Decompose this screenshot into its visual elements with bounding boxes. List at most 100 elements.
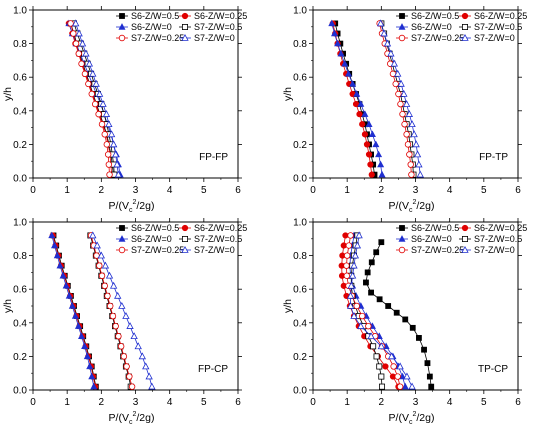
legend-marker <box>118 34 126 42</box>
legend-label: S7-Z/W=0.5 <box>194 22 242 32</box>
data-point <box>56 261 64 269</box>
y-tick-label: 0.6 <box>13 73 27 84</box>
data-point <box>74 322 82 329</box>
series-s7-z-w-0 <box>346 231 416 390</box>
data-point <box>130 332 138 340</box>
series-line <box>53 235 97 387</box>
data-point <box>72 40 80 47</box>
data-point <box>109 312 117 320</box>
data-point <box>402 100 411 107</box>
data-point <box>402 316 409 323</box>
data-point <box>122 312 130 319</box>
legend-item: S7-Z/W=0 <box>179 245 235 255</box>
series-s7-z-w-0-25 <box>87 232 136 390</box>
data-point <box>421 346 427 353</box>
data-point <box>406 151 413 158</box>
legend-item: S7-Z/W=0.25- <box>396 245 467 255</box>
x-tick-label: 4 <box>447 397 453 408</box>
data-point <box>347 281 355 289</box>
data-point <box>89 69 97 77</box>
legend-marker <box>461 12 469 20</box>
legend-marker <box>119 225 125 231</box>
y-tick-label: 0.2 <box>13 140 27 151</box>
data-point <box>376 363 383 370</box>
data-point <box>51 241 59 249</box>
data-point <box>115 333 122 340</box>
legend-marker <box>461 235 468 242</box>
chart-panel-fp-cp: 0 1 2 3 4 5 6 0.0 0.2 0.4 0.6 0.8 1.0 y/h P/(Vc2/2g) FP… <box>2 218 247 425</box>
legend-label: S6-Z/W=0.5 <box>131 11 179 21</box>
data-point <box>416 170 424 178</box>
x-tick-label: 0 <box>310 397 316 408</box>
legend-marker <box>119 13 125 19</box>
y-tick-label: 0.4 <box>293 106 307 117</box>
data-point <box>67 20 74 27</box>
x-tick-label: 0 <box>30 185 36 196</box>
y-axis-label: y/h <box>282 87 294 101</box>
data-point <box>394 69 402 77</box>
data-point <box>86 362 94 370</box>
data-point <box>397 100 404 108</box>
x-axis-label: P/(Vc2/2g) <box>109 199 155 214</box>
x-tick-label: 2 <box>379 397 385 408</box>
y-tick-label: 1.0 <box>13 6 27 17</box>
data-point <box>373 353 380 360</box>
chart-panel-fp-tp: 0 1 2 3 4 5 6 0.0 0.2 0.4 0.6 0.8 1.0 y/h P/(Vc2/2g) FP… <box>282 6 527 215</box>
data-point <box>377 342 386 350</box>
legend-label: S7-Z/W=0.5 <box>474 22 522 32</box>
data-point <box>95 89 104 97</box>
chart-panel-fp-fp: 0 1 2 3 4 5 6 0.0 0.2 0.4 0.6 0.8 1.0 y/h P/(Vc2/2g) FP… <box>2 6 247 215</box>
legend-label: S7-Z/W=0.5 <box>474 234 522 244</box>
data-point <box>353 302 360 310</box>
data-point <box>98 121 106 128</box>
y-tick-label: 0.4 <box>13 106 27 117</box>
legend-label: S7-Z/W=0 <box>194 33 235 43</box>
legend-label: S7-Z/W=0 <box>474 33 515 43</box>
data-point <box>112 150 120 158</box>
data-point <box>376 19 385 27</box>
y-tick-label: 1.0 <box>293 6 307 17</box>
data-point <box>88 90 95 98</box>
legend-label: S6-Z/W=0 <box>131 22 172 32</box>
data-point <box>75 29 83 37</box>
data-point <box>97 251 106 259</box>
data-point <box>126 322 134 329</box>
series-line <box>92 235 153 387</box>
data-point <box>81 70 89 78</box>
x-axis-label: P/(Vc2/2g) <box>389 411 435 425</box>
data-point <box>85 59 94 67</box>
legend-item: S7-Z/W=0.25- <box>116 245 187 255</box>
legend-label: S7-Z/W=0 <box>474 245 515 255</box>
data-point <box>353 90 361 97</box>
data-point <box>345 242 353 249</box>
x-tick-label: 0 <box>310 185 316 196</box>
data-point <box>53 251 61 259</box>
data-point <box>113 160 121 168</box>
series-line <box>70 23 110 175</box>
x-tick-label: 6 <box>515 185 521 196</box>
data-point <box>378 373 385 380</box>
y-tick-label: 0.4 <box>13 318 27 329</box>
x-tick-label: 5 <box>481 185 487 196</box>
data-point <box>331 29 339 37</box>
x-tick-label: 4 <box>447 185 453 196</box>
legend-label: S7-Z/W=0.25- <box>131 33 187 43</box>
data-point <box>387 49 395 57</box>
data-point <box>85 80 92 88</box>
legend-marker <box>118 246 126 254</box>
legend-label: S6-Z/W=0 <box>411 234 452 244</box>
data-point <box>114 170 123 178</box>
data-point <box>89 231 97 239</box>
data-point <box>399 372 407 380</box>
legend-marker <box>461 33 469 41</box>
x-tick-label: 3 <box>413 397 419 408</box>
data-point <box>118 301 126 309</box>
data-point <box>400 89 408 97</box>
data-point <box>428 383 435 390</box>
data-point <box>101 261 110 269</box>
y-tick-label: 0.0 <box>293 174 307 185</box>
data-point <box>349 80 357 87</box>
data-point <box>379 383 386 390</box>
